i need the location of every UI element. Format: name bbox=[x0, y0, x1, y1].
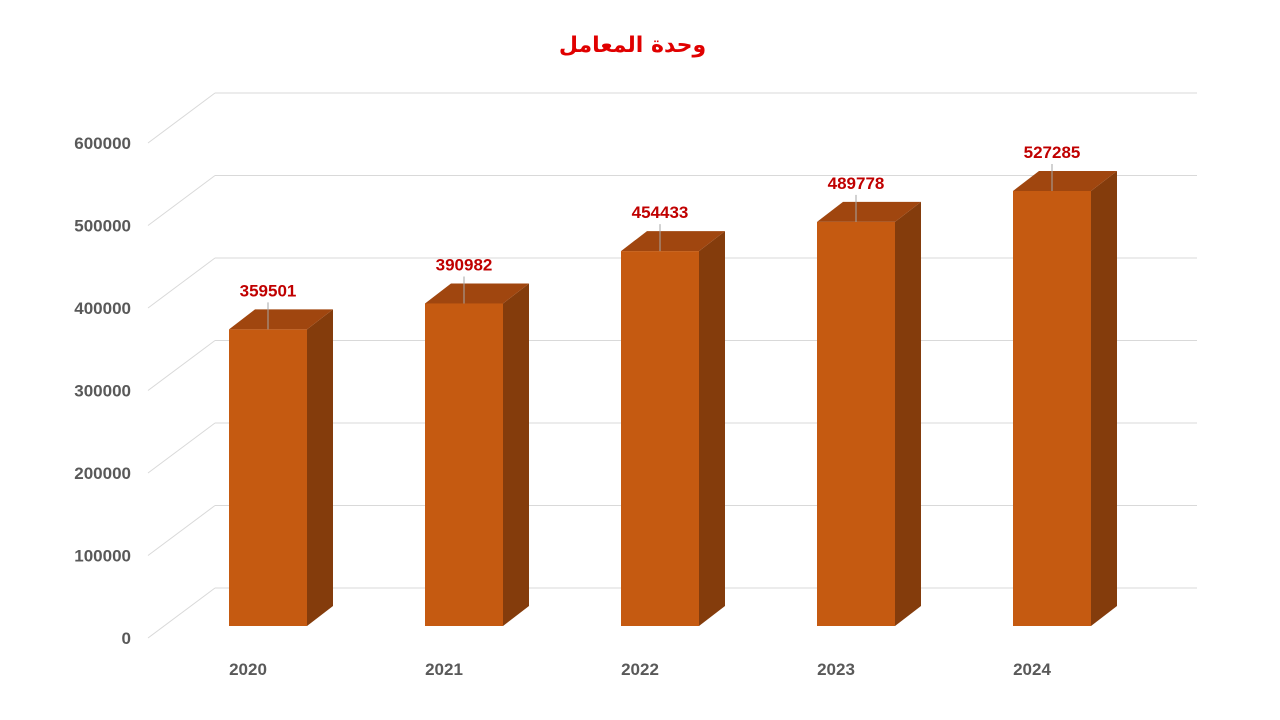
chart-title: وحدة المعامل bbox=[558, 33, 707, 58]
x-tick-label: 2024 bbox=[1013, 660, 1051, 679]
bar-top bbox=[425, 283, 529, 304]
gridline-depth bbox=[147, 340, 216, 391]
data-label: 390982 bbox=[436, 255, 493, 274]
bar-front bbox=[229, 329, 307, 626]
data-label: 454433 bbox=[632, 203, 689, 222]
x-tick-label: 2023 bbox=[817, 660, 855, 679]
data-label: 359501 bbox=[240, 281, 297, 300]
gridline-depth bbox=[147, 587, 216, 639]
x-axis-ticks: 2020 2021 2022 2023 2024 bbox=[229, 660, 1051, 679]
bar-side bbox=[503, 283, 529, 626]
y-tick-label: 300000 bbox=[74, 382, 131, 401]
y-tick-label: 100000 bbox=[74, 547, 131, 566]
bar-top bbox=[817, 201, 921, 222]
bar-front bbox=[1013, 190, 1091, 626]
y-tick-label: 500000 bbox=[74, 217, 131, 236]
bar bbox=[425, 283, 529, 626]
y-tick-label: 600000 bbox=[74, 134, 131, 153]
y-axis-ticks: 0 100000 200000 300000 400000 500000 600000 bbox=[74, 134, 131, 648]
gridline-depth bbox=[147, 505, 216, 556]
y-tick-label: 200000 bbox=[74, 464, 131, 483]
x-tick-label: 2020 bbox=[229, 660, 267, 679]
gridline-depth bbox=[147, 422, 216, 474]
bar-side bbox=[895, 201, 921, 626]
data-labels: 359501 390982 454433 489778 527285 bbox=[240, 143, 1081, 330]
bar-front bbox=[425, 303, 503, 626]
data-label: 527285 bbox=[1024, 143, 1081, 162]
bar-side bbox=[307, 309, 333, 626]
bar bbox=[817, 201, 921, 626]
gridline-depth bbox=[147, 175, 216, 226]
bar bbox=[621, 231, 725, 626]
bar bbox=[229, 309, 333, 626]
x-tick-label: 2022 bbox=[621, 660, 659, 679]
bar-top bbox=[229, 309, 333, 330]
bar-side bbox=[699, 231, 725, 626]
data-label: 489778 bbox=[828, 174, 885, 193]
bar-front bbox=[621, 251, 699, 626]
y-tick-label: 0 bbox=[122, 629, 131, 648]
x-tick-label: 2021 bbox=[425, 660, 463, 679]
bars bbox=[229, 170, 1117, 626]
bar-front bbox=[817, 221, 895, 626]
y-tick-label: 400000 bbox=[74, 299, 131, 318]
bar-top bbox=[1013, 170, 1117, 191]
bar-side bbox=[1091, 170, 1117, 626]
gridline-depth bbox=[147, 92, 216, 144]
gridline-depth bbox=[147, 257, 216, 309]
bar-top bbox=[621, 231, 725, 252]
bar bbox=[1013, 170, 1117, 626]
